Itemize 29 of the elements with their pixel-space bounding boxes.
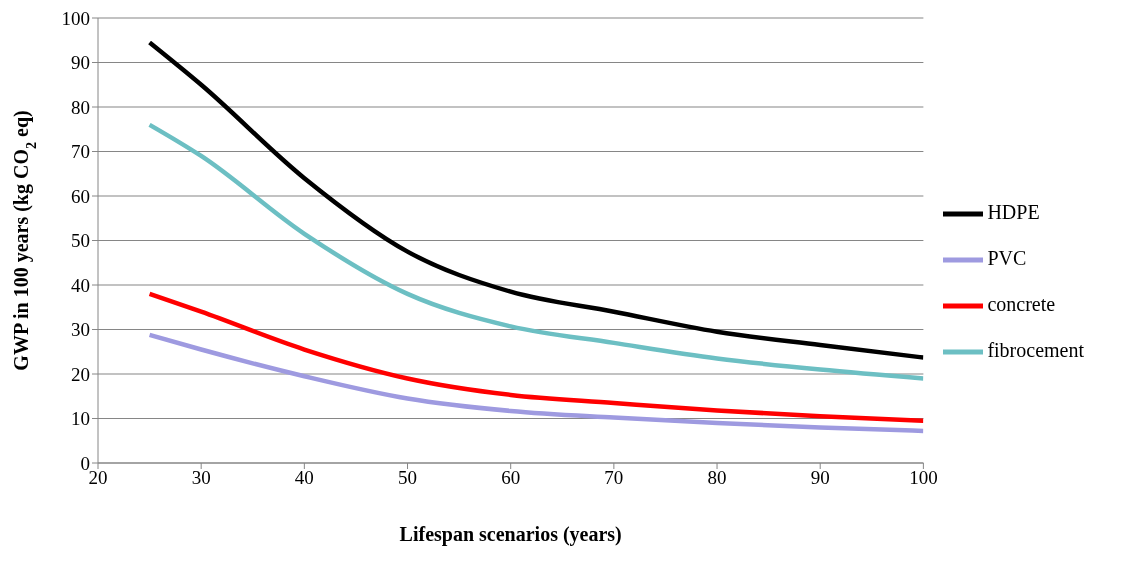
x-tick-label: 20: [88, 467, 108, 489]
x-tick-label: 100: [909, 467, 938, 489]
line-series: [147, 40, 924, 360]
y-tick-label: 40: [71, 274, 90, 296]
y-tick-label: 20: [71, 363, 90, 385]
line-series: [147, 291, 924, 423]
y-tick-label: 10: [71, 408, 90, 430]
line-series: [147, 332, 924, 434]
x-tick-label: 40: [294, 467, 314, 489]
legend-label: PVC: [987, 246, 1027, 269]
legend-label: HDPE: [987, 200, 1040, 223]
x-tick-label: 80: [707, 467, 727, 489]
x-tick-label: 90: [810, 467, 830, 489]
y-tick-label: 100: [61, 7, 90, 29]
y-tick-label: 60: [71, 185, 90, 207]
y-tick-label: 70: [71, 141, 90, 163]
line-series: [147, 122, 924, 381]
y-tick-label: 0: [80, 452, 90, 474]
legend-label: concrete: [987, 292, 1056, 315]
legend-label: fibrocement: [987, 338, 1084, 361]
x-tick-label: 30: [191, 467, 211, 489]
x-axis-title: Lifespan scenarios (years): [399, 523, 622, 546]
x-tick-label: 50: [398, 467, 418, 489]
x-tick-label: 70: [604, 467, 624, 489]
x-tick-label: 60: [501, 467, 521, 489]
y-tick-label: 50: [71, 230, 90, 252]
y-tick-label: 90: [71, 52, 90, 74]
y-tick-label: 80: [71, 96, 90, 118]
y-tick-label: 30: [71, 319, 90, 341]
